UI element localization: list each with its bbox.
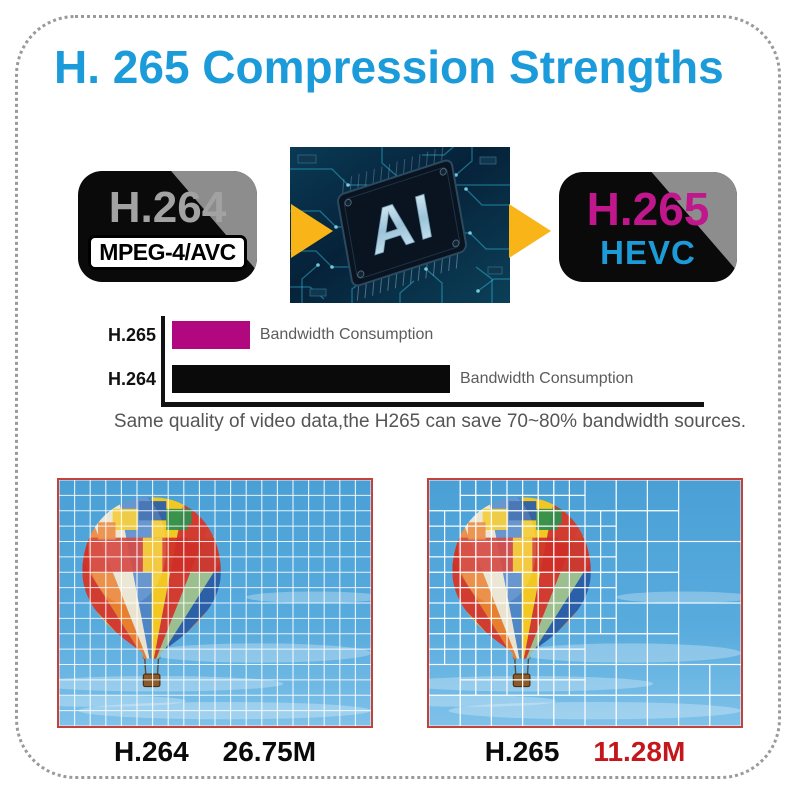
balloon-photo-variable-grid [429, 480, 741, 726]
h264-badge: H.264 MPEG-4/AVC [78, 171, 257, 282]
codec-name: H.264 [113, 736, 189, 767]
chart-x-axis [161, 402, 704, 407]
chart-y-axis [161, 316, 165, 406]
codec-name: H.265 [484, 736, 560, 767]
h264-sample-image [57, 478, 373, 728]
file-size: 11.28M [593, 736, 686, 767]
ai-chip-image: AI [290, 140, 510, 303]
h264-size-label: H.264 26.75M [57, 736, 373, 768]
codec-flow-row: H.264 MPEG-4/AVC AI H.265 HEVC [0, 0, 800, 320]
h265-badge-subtitle: HEVC [600, 233, 696, 271]
h264-badge-subtitle: MPEG-4/AVC [88, 234, 247, 270]
arrow-right-icon [509, 204, 551, 258]
bar-value-label: Bandwidth Consumption [259, 326, 434, 343]
category-label: H.265 [107, 324, 156, 345]
arrow-right-icon [291, 204, 333, 258]
h265-size-label: H.265 11.28M [427, 736, 743, 768]
bar-h265 [172, 321, 250, 349]
h265-badge-title: H.265 [586, 182, 710, 235]
page-title: H. 265 Compression Strengths [54, 41, 724, 93]
balloon-photo-uniform-grid [59, 480, 371, 726]
chart-caption: Same quality of video data,the H265 can … [113, 411, 747, 432]
h264-badge-title: H.264 [108, 182, 227, 232]
bar-h264 [172, 365, 450, 393]
file-size: 26.75M [222, 736, 317, 767]
category-label: H.264 [107, 368, 156, 389]
circuit-board-graphic: AI [290, 140, 510, 303]
bar-value-label: Bandwidth Consumption [460, 370, 634, 387]
bandwidth-chart: H.265 Bandwidth Consumption H.264 Bandwi… [0, 308, 800, 408]
h265-badge: H.265 HEVC [559, 172, 737, 282]
h265-sample-image [427, 478, 743, 728]
